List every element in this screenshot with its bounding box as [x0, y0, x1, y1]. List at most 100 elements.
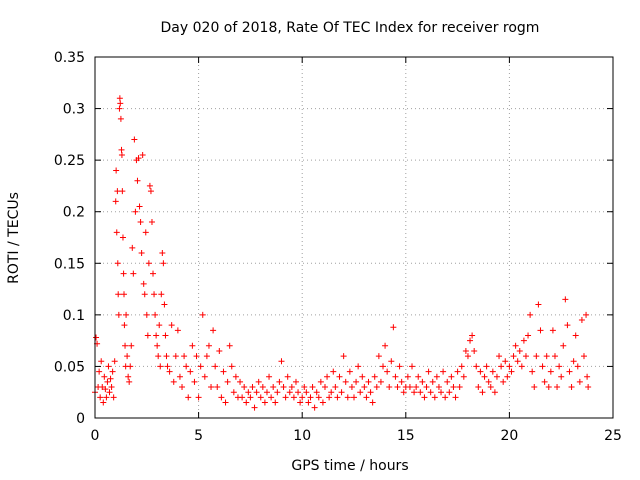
data-point	[113, 229, 120, 236]
data-point	[342, 378, 349, 385]
data-point	[185, 394, 192, 401]
data-point	[551, 353, 558, 360]
data-point	[409, 363, 416, 370]
data-point	[332, 384, 339, 391]
data-point	[199, 311, 206, 318]
data-point	[319, 399, 326, 406]
data-point	[115, 311, 122, 318]
data-point	[570, 358, 577, 365]
y-tick-label: 0.3	[63, 102, 85, 118]
data-point	[392, 373, 399, 380]
data-point	[363, 394, 370, 401]
data-point	[359, 373, 366, 380]
data-point	[541, 378, 548, 385]
data-point	[263, 389, 270, 396]
data-point	[181, 353, 188, 360]
data-point	[452, 394, 459, 401]
y-tick-label: 0	[76, 411, 85, 427]
data-point	[417, 389, 424, 396]
data-point	[520, 337, 527, 344]
data-point	[292, 378, 299, 385]
data-point	[168, 322, 175, 329]
data-point	[220, 368, 227, 375]
data-point	[197, 363, 204, 370]
data-point	[404, 373, 411, 380]
data-point	[274, 389, 281, 396]
data-point	[176, 373, 183, 380]
data-point	[483, 363, 490, 370]
data-point	[218, 394, 225, 401]
data-point	[469, 332, 476, 339]
data-point	[344, 394, 351, 401]
data-point	[566, 368, 573, 375]
data-point	[543, 353, 550, 360]
data-point	[348, 384, 355, 391]
data-point	[187, 368, 194, 375]
data-point	[146, 182, 153, 189]
data-point	[444, 378, 451, 385]
data-point	[280, 384, 287, 391]
data-point	[106, 389, 113, 396]
data-point	[170, 378, 177, 385]
data-point	[159, 249, 166, 256]
data-point	[270, 384, 277, 391]
data-point	[297, 399, 304, 406]
data-point	[556, 363, 563, 370]
x-tick-label: 20	[500, 428, 518, 444]
data-point	[210, 327, 217, 334]
plot-frame	[94, 56, 614, 419]
data-point	[558, 373, 565, 380]
data-point	[144, 332, 151, 339]
data-point	[307, 394, 314, 401]
data-point	[324, 373, 331, 380]
data-point	[111, 358, 118, 365]
data-point	[162, 332, 169, 339]
data-point	[243, 399, 250, 406]
x-tick-label: 15	[397, 428, 415, 444]
data-point	[584, 373, 591, 380]
data-point	[160, 260, 167, 267]
data-point	[118, 146, 125, 153]
data-point	[454, 368, 461, 375]
data-point	[120, 270, 127, 277]
data-point	[438, 389, 445, 396]
data-point	[419, 378, 426, 385]
data-point	[477, 368, 484, 375]
data-point	[97, 394, 104, 401]
data-point	[131, 136, 138, 143]
data-point	[338, 389, 345, 396]
data-point	[114, 260, 121, 267]
data-point	[189, 342, 196, 349]
data-point	[353, 378, 360, 385]
data-point	[164, 363, 171, 370]
data-point	[400, 389, 407, 396]
data-point	[228, 363, 235, 370]
data-point	[140, 280, 147, 287]
data-point	[278, 358, 285, 365]
data-point	[367, 389, 374, 396]
data-point	[286, 389, 293, 396]
data-point	[301, 384, 308, 391]
data-point	[321, 384, 328, 391]
data-point	[166, 368, 173, 375]
data-point	[208, 384, 215, 391]
data-point	[351, 394, 357, 401]
data-point	[174, 327, 181, 334]
data-point	[153, 332, 160, 339]
data-point	[508, 368, 515, 375]
data-point	[257, 394, 264, 401]
data-point	[295, 389, 302, 396]
data-point	[172, 353, 179, 360]
data-point	[226, 342, 233, 349]
data-point	[572, 332, 579, 339]
data-point	[163, 353, 170, 360]
data-point	[442, 394, 449, 401]
data-point	[290, 394, 297, 401]
y-tick-label: 0.1	[63, 308, 85, 324]
data-point	[429, 378, 436, 385]
data-point	[489, 368, 496, 375]
data-point	[475, 384, 482, 391]
data-point	[145, 260, 152, 267]
data-point	[398, 378, 405, 385]
